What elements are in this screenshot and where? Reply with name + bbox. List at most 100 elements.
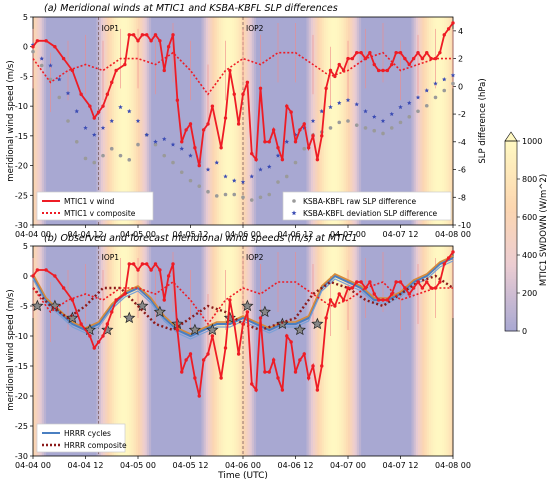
slp-deviation-point xyxy=(337,100,342,105)
swdown-shading-band xyxy=(159,246,163,456)
swdown-shading-band xyxy=(173,246,176,456)
mtic1-wind-point xyxy=(411,286,416,290)
colorbar-segment xyxy=(505,262,517,265)
mtic1-wind-point xyxy=(171,262,175,266)
slp-deviation-point xyxy=(442,77,447,82)
mtic1-wind-point xyxy=(398,280,403,284)
mtic1-wind-point xyxy=(166,45,171,49)
swdown-shading-band xyxy=(52,17,56,225)
x-tick-label: 04-06 00 xyxy=(225,461,261,470)
mtic1-wind-point xyxy=(219,146,223,150)
swdown-shading-band xyxy=(76,17,80,225)
swdown-shading-band xyxy=(411,17,415,225)
colorbar-segment xyxy=(505,143,517,147)
slp-deviation-point xyxy=(310,118,316,123)
mtic1-wind-point xyxy=(140,33,145,37)
mtic1-wind-point xyxy=(228,68,232,73)
swdown-shading-band xyxy=(232,246,235,456)
swdown-shading-band xyxy=(315,246,318,456)
colorbar-segment xyxy=(505,176,517,180)
colorbar-tick-label: 400 xyxy=(522,251,537,260)
colorbar-segment xyxy=(505,155,517,159)
mtic1-wind-point xyxy=(162,68,166,73)
y2-tick-label: -4 xyxy=(458,138,466,147)
mtic1-wind-point xyxy=(184,128,188,132)
mtic1-wind-point xyxy=(438,280,442,284)
swdown-shading-band xyxy=(372,246,375,456)
swdown-shading-band xyxy=(308,246,312,456)
swdown-shading-band xyxy=(415,246,419,456)
slp-deviation-point xyxy=(48,63,53,68)
swdown-shading-band xyxy=(92,17,95,225)
swdown-shading-band xyxy=(166,17,170,225)
colorbar-segment xyxy=(505,157,517,161)
swdown-shading-band xyxy=(398,246,401,456)
x-axis-label: Time (UTC) xyxy=(217,471,268,481)
swdown-shading-band xyxy=(409,246,412,456)
swdown-shading-band xyxy=(183,17,187,225)
slp-raw-point xyxy=(179,170,184,175)
mtic1-wind-point xyxy=(153,33,158,37)
swdown-shading-band xyxy=(448,17,452,225)
colorbar-segment xyxy=(505,314,517,318)
swdown-shading-band xyxy=(330,246,334,456)
swdown-shading-band xyxy=(326,246,329,456)
mtic1-wind-point xyxy=(114,68,118,73)
mtic1-wind-point xyxy=(407,292,411,296)
swdown-shading-band xyxy=(225,246,229,456)
swdown-shading-band xyxy=(120,17,124,225)
mtic1-wind-point xyxy=(446,27,451,31)
swdown-shading-band xyxy=(113,246,117,456)
slp-raw-point xyxy=(433,95,438,100)
colorbar-segment xyxy=(505,252,517,256)
swdown-shading-band xyxy=(369,17,373,225)
slp-deviation-point xyxy=(135,118,141,123)
mtic1-wind-point xyxy=(223,116,228,120)
swdown-shading-band xyxy=(131,17,135,225)
mtic1-wind-point xyxy=(158,39,162,43)
slp-deviation-point xyxy=(372,114,377,119)
swdown-shading-band xyxy=(159,17,163,225)
colorbar-segment xyxy=(505,326,517,330)
swdown-shading-band xyxy=(103,17,106,225)
colorbar-segment xyxy=(505,212,517,216)
swdown-shading-band xyxy=(221,246,224,456)
swdown-shading-band xyxy=(138,246,141,456)
swdown-shading-band xyxy=(389,17,393,225)
colorbar-segment xyxy=(505,224,517,227)
swdown-shading-band xyxy=(201,17,205,225)
swdown-shading-band xyxy=(328,246,331,456)
swdown-shading-band xyxy=(428,246,432,456)
swdown-shading-band xyxy=(396,17,399,225)
swdown-shading-band xyxy=(157,246,161,456)
mtic1-wind-point xyxy=(363,56,368,61)
swdown-shading-band xyxy=(317,246,320,456)
colorbar-segment xyxy=(505,171,517,175)
legend-right-box xyxy=(282,191,452,221)
swdown-shading-band xyxy=(293,246,296,456)
swdown-shading-band xyxy=(164,246,167,456)
colorbar-segment xyxy=(505,255,517,258)
colorbar-segment xyxy=(505,141,517,144)
y-tick-label: -10 xyxy=(15,102,28,111)
mtic1-wind-point xyxy=(197,163,201,168)
slp-deviation-point xyxy=(170,142,176,147)
swdown-shading-band xyxy=(98,17,102,225)
swdown-shading-band xyxy=(63,17,67,225)
mtic1-wind-point xyxy=(333,304,337,308)
colorbar-segment xyxy=(505,264,517,268)
mtic1-wind-point xyxy=(420,286,425,290)
swdown-shading-band xyxy=(308,17,312,225)
swdown-shading-band xyxy=(210,17,213,225)
swdown-shading-band xyxy=(186,246,189,456)
swdown-shading-band xyxy=(59,17,62,225)
swdown-shading-band xyxy=(306,246,310,456)
swdown-shading-band xyxy=(175,17,178,225)
swdown-shading-band xyxy=(127,246,130,456)
slp-raw-point xyxy=(127,158,132,162)
swdown-shading-band xyxy=(363,246,366,456)
slp-raw-point xyxy=(293,160,298,165)
swdown-shading-band xyxy=(337,246,340,456)
colorbar-segment xyxy=(505,312,517,315)
y2-tick-label: -10 xyxy=(458,221,471,230)
